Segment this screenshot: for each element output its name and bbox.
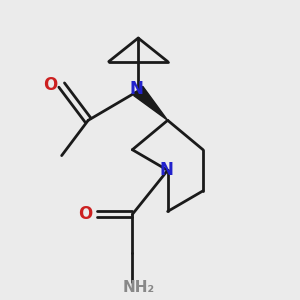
Text: N: N xyxy=(130,80,144,98)
Text: O: O xyxy=(43,76,57,94)
Polygon shape xyxy=(134,86,168,120)
Text: N: N xyxy=(159,161,173,179)
Text: O: O xyxy=(78,206,92,224)
Text: NH₂: NH₂ xyxy=(122,280,154,295)
